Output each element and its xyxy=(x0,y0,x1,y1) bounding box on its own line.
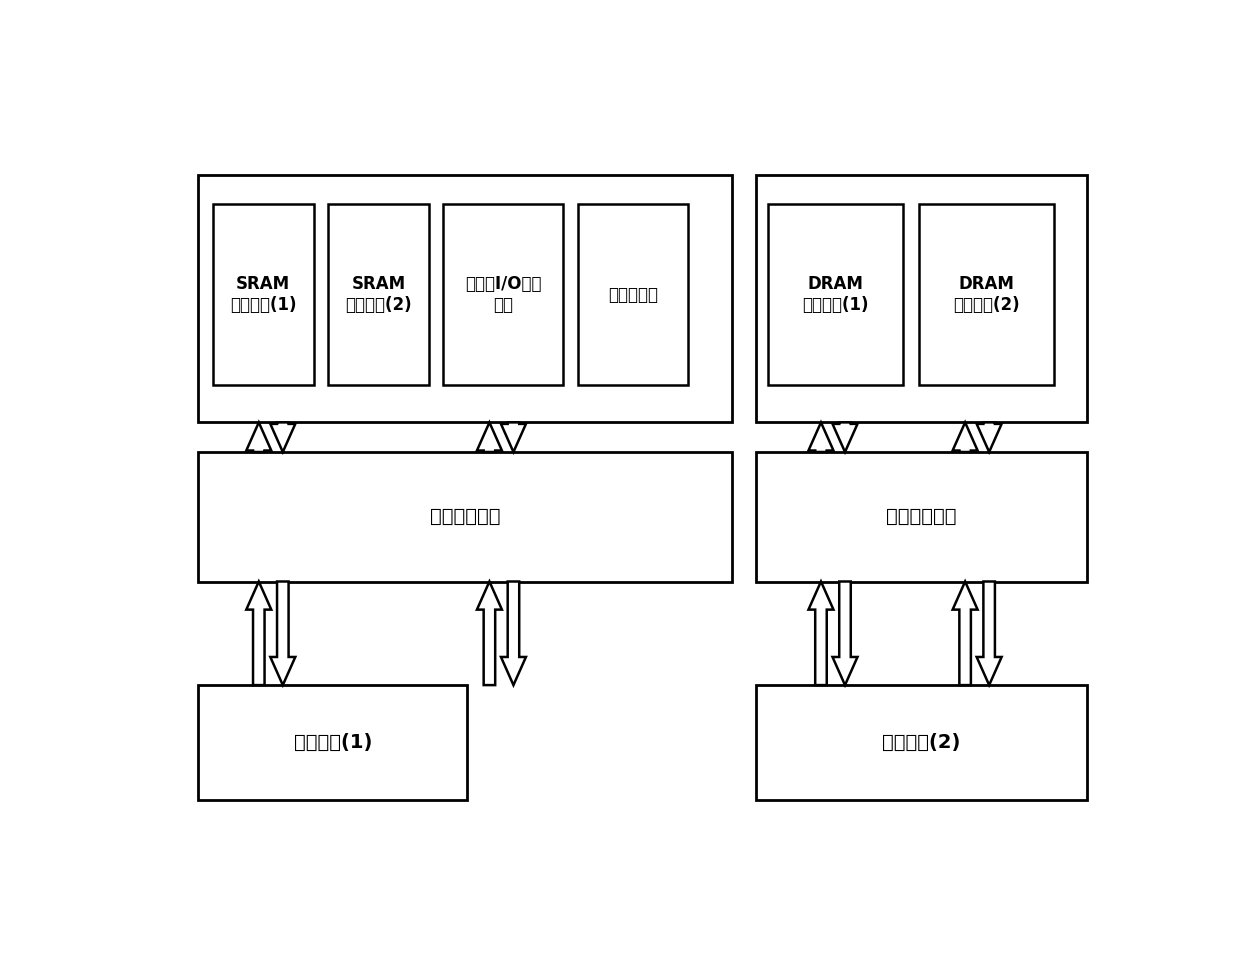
Polygon shape xyxy=(808,423,833,452)
Text: DRAM
控制单元(2): DRAM 控制单元(2) xyxy=(954,276,1019,314)
Bar xyxy=(444,204,563,385)
Polygon shape xyxy=(477,581,502,685)
Polygon shape xyxy=(977,581,1002,685)
Text: SRAM
控制单元(2): SRAM 控制单元(2) xyxy=(345,276,412,314)
Bar xyxy=(198,452,732,581)
Text: 慢速互联模块: 慢速互联模块 xyxy=(887,507,956,527)
Text: DRAM
控制单元(1): DRAM 控制单元(1) xyxy=(802,276,869,314)
Bar xyxy=(198,175,732,423)
Polygon shape xyxy=(270,581,295,685)
Text: SRAM
控制单元(1): SRAM 控制单元(1) xyxy=(229,276,296,314)
Polygon shape xyxy=(270,423,295,452)
Text: 网络包I/O接口
单元: 网络包I/O接口 单元 xyxy=(465,276,542,314)
Bar xyxy=(919,204,1054,385)
Bar xyxy=(327,204,429,385)
Polygon shape xyxy=(477,423,502,452)
Polygon shape xyxy=(247,423,272,452)
Polygon shape xyxy=(952,581,977,685)
Text: 快速互联模块: 快速互联模块 xyxy=(430,507,500,527)
Polygon shape xyxy=(832,581,858,685)
Bar xyxy=(755,685,1087,800)
Polygon shape xyxy=(977,423,1002,452)
Bar xyxy=(755,175,1087,423)
Text: 处理单元(1): 处理单元(1) xyxy=(294,733,372,752)
Text: 处理单元(2): 处理单元(2) xyxy=(882,733,961,752)
Polygon shape xyxy=(501,581,526,685)
Polygon shape xyxy=(501,423,526,452)
Bar xyxy=(755,452,1087,581)
Polygon shape xyxy=(832,423,858,452)
Polygon shape xyxy=(808,581,833,685)
Polygon shape xyxy=(247,581,272,685)
Polygon shape xyxy=(952,423,977,452)
Bar xyxy=(198,685,467,800)
Text: 加解密单元: 加解密单元 xyxy=(608,285,658,304)
Bar xyxy=(768,204,903,385)
Bar xyxy=(213,204,314,385)
Bar xyxy=(578,204,688,385)
